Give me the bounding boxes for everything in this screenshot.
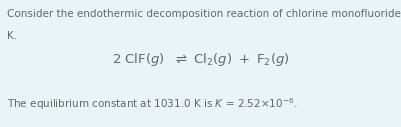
Text: $2\ \mathrm{ClF}(g)\ \ \rightleftharpoons\ \mathrm{Cl_2}(g)\ +\ \mathrm{F_2}(g)$: $2\ \mathrm{ClF}(g)\ \ \rightleftharpoon… — [111, 51, 290, 68]
Text: K.: K. — [7, 31, 17, 41]
Text: The equilibrium constant at 1031.0 K is $\mathit{K}$ = 2.52$\times$10$^{-6}$.: The equilibrium constant at 1031.0 K is … — [7, 96, 298, 112]
Text: Consider the endothermic decomposition reaction of chlorine monofluoride at 1031: Consider the endothermic decomposition r… — [7, 9, 401, 19]
